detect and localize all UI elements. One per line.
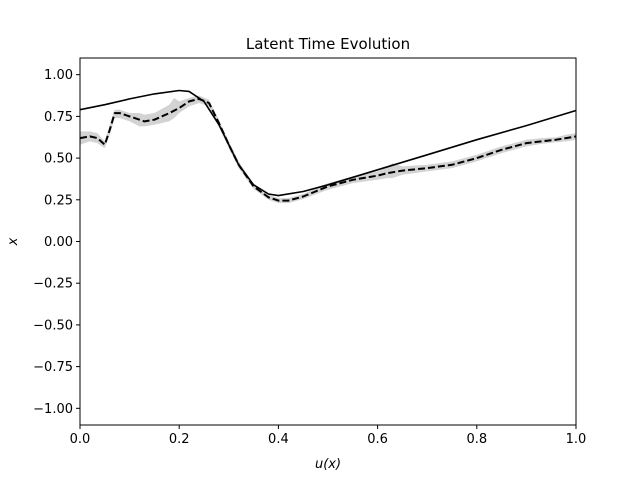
x-tick-label: 0.2 [169, 432, 190, 447]
y-tick-label: −1.00 [33, 402, 73, 417]
x-tick-label: 0.8 [466, 432, 487, 447]
series-line-solid [79, 89, 577, 197]
series-line-dashed [79, 97, 577, 202]
series-layer [79, 89, 577, 202]
x-tick-label: 1.0 [566, 432, 587, 447]
y-tick-label: 0.00 [44, 235, 73, 250]
y-tick-label: 0.50 [44, 152, 73, 167]
x-axis: 0.0 0.2 0.4 0.6 0.8 1.0 [70, 425, 587, 447]
y-tick-label: 0.75 [44, 110, 73, 125]
y-tick-label: 0.25 [44, 193, 73, 208]
y-axis: −1.00 −0.75 −0.50 −0.25 0.00 0.25 0.50 0.75 1.00 [33, 68, 80, 417]
y-axis-label: x [6, 237, 21, 246]
y-tick-label: −0.50 [33, 318, 73, 333]
y-tick-label: 1.00 [44, 68, 73, 83]
x-tick-label: 0.6 [367, 432, 388, 447]
y-tick-label: −0.25 [33, 277, 73, 292]
chart-title: Latent Time Evolution [246, 35, 410, 53]
x-tick-label: 0.4 [268, 432, 289, 447]
x-axis-label: u(x) [315, 457, 341, 472]
x-tick-label: 0.0 [70, 432, 91, 447]
y-tick-label: −0.75 [33, 360, 73, 375]
